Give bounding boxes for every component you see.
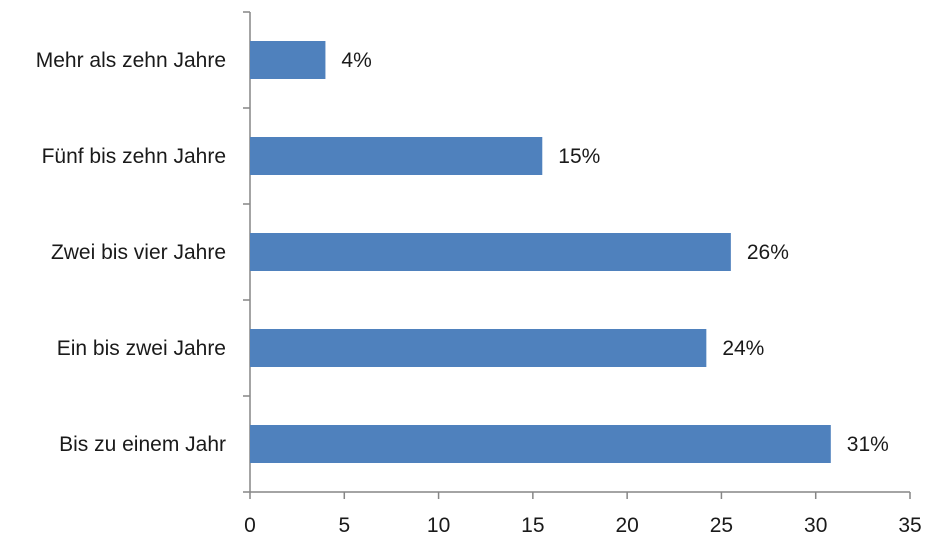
- x-tick-label: 25: [710, 514, 733, 537]
- plot-area: 0 5 10 15 20 25 30 35 Mehr als zehn Jahre 4% Fünf …: [36, 11, 922, 537]
- x-tick-label: 0: [244, 514, 256, 537]
- bar: [250, 329, 707, 367]
- category-label: Mehr als zehn Jahre: [36, 49, 226, 72]
- category-label: Bis zu einem Jahr: [59, 433, 226, 456]
- x-tick-label: 10: [427, 514, 450, 537]
- data-label: 24%: [722, 337, 764, 360]
- bar: [250, 233, 731, 271]
- data-label: 15%: [558, 145, 600, 168]
- category-label: Fünf bis zehn Jahre: [42, 145, 226, 168]
- bar: [250, 41, 326, 79]
- data-label: 26%: [747, 241, 789, 264]
- bar: [250, 425, 831, 463]
- x-tick-label: 5: [338, 514, 350, 537]
- data-label: 31%: [847, 433, 889, 456]
- bar: [250, 137, 543, 175]
- category-label: Ein bis zwei Jahre: [57, 337, 226, 360]
- data-label: 4%: [341, 49, 371, 72]
- x-tick-label: 35: [898, 514, 921, 537]
- x-tick-label: 20: [615, 514, 638, 537]
- x-tick-label: 30: [804, 514, 827, 537]
- category-label: Zwei bis vier Jahre: [51, 241, 226, 264]
- x-tick-label: 15: [521, 514, 544, 537]
